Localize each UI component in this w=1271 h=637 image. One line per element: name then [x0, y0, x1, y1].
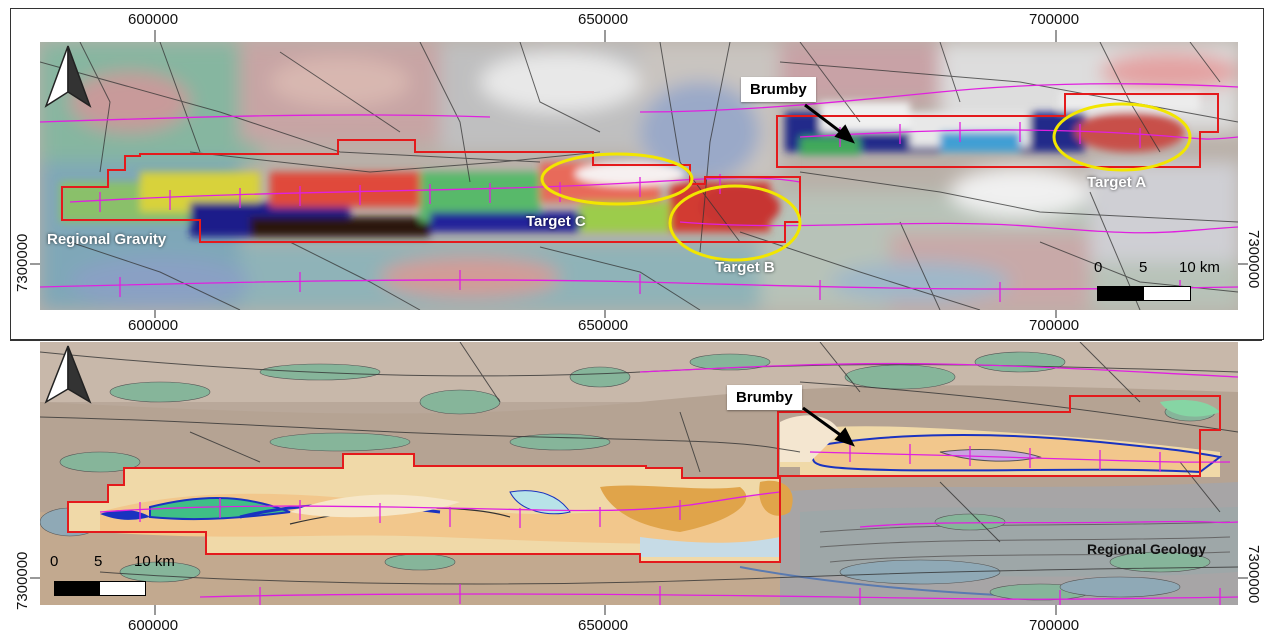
scale-label-10km: 10 km	[1179, 259, 1220, 276]
target-c-label: Target C	[526, 213, 586, 230]
geology-scale-bar	[54, 581, 146, 596]
brumby-callout-geology: Brumby	[727, 385, 802, 410]
x-tick-top-650000: 650000	[578, 11, 629, 28]
scale-bar-black-segment	[1098, 287, 1144, 300]
x-tick-top-700000: 700000	[1029, 11, 1080, 28]
scale-bar-black-segment-geology	[55, 582, 100, 595]
x-tick-bottom-700000: 700000	[1029, 617, 1080, 634]
gravity-map	[40, 42, 1238, 310]
x-tick-bottom-600000: 600000	[128, 617, 179, 634]
x-tick-mid-650000: 650000	[578, 317, 629, 334]
geology-scale-label-5: 5	[94, 553, 103, 570]
geology-map	[40, 342, 1238, 605]
gravity-scale-bar	[1097, 286, 1191, 301]
geology-scale-label-10km: 10 km	[134, 553, 175, 570]
gravity-panel-title: Regional Gravity	[47, 231, 167, 248]
geology-scale-label-0: 0	[50, 553, 59, 570]
x-tick-top-600000: 600000	[128, 11, 179, 28]
target-b-label: Target B	[715, 259, 775, 276]
brumby-callout-gravity: Brumby	[741, 77, 816, 102]
scale-label-5: 5	[1139, 259, 1148, 276]
x-tick-bottom-650000: 650000	[578, 617, 629, 634]
target-a-label: Target A	[1087, 174, 1147, 191]
gravity-tick-marks	[30, 30, 1248, 318]
geology-panel-title: Regional Geology	[1087, 541, 1207, 557]
x-tick-mid-700000: 700000	[1029, 317, 1080, 334]
x-tick-mid-600000: 600000	[128, 317, 179, 334]
scale-label-0: 0	[1094, 259, 1103, 276]
north-arrow-icon-geology	[44, 345, 92, 404]
north-arrow-icon	[44, 45, 92, 108]
